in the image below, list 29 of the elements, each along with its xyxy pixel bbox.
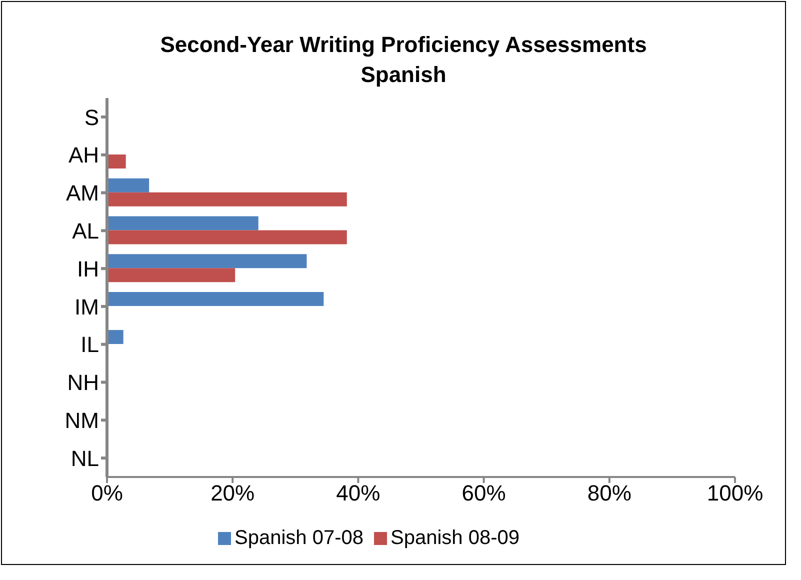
x-tick-label: 100% [706, 480, 764, 506]
y-tick-label: AL [72, 218, 99, 244]
bar [107, 330, 124, 344]
bar [107, 230, 347, 244]
chart-subtitle: Spanish [360, 61, 448, 89]
y-tick-label: NH [67, 370, 99, 396]
bar [107, 268, 236, 282]
chart-title: Second-Year Writing Proficiency Assessments [159, 31, 648, 59]
legend-label: Spanish 08-09 [390, 527, 520, 549]
y-tick-label: AH [68, 142, 99, 168]
y-tick-label: S [84, 104, 99, 130]
bar [107, 254, 307, 268]
x-tick-label: 40% [336, 480, 380, 506]
y-tick-label: NL [70, 446, 99, 471]
bar [107, 154, 126, 168]
y-tick-label: IH [77, 256, 99, 282]
bar [107, 216, 258, 230]
x-tick-label: 20% [210, 480, 255, 506]
x-tick-label: 0% [91, 480, 123, 506]
y-tick-label: IL [80, 332, 99, 358]
bar [107, 292, 324, 306]
bar [107, 178, 150, 192]
legend-label: Spanish 07-08 [234, 527, 364, 549]
y-tick-label: IM [74, 294, 99, 320]
bar [107, 192, 347, 206]
x-tick-label: 60% [462, 480, 506, 506]
x-tick-label: 80% [587, 480, 632, 506]
y-tick-label: NM [64, 408, 99, 433]
y-tick-label: AM [66, 180, 99, 206]
